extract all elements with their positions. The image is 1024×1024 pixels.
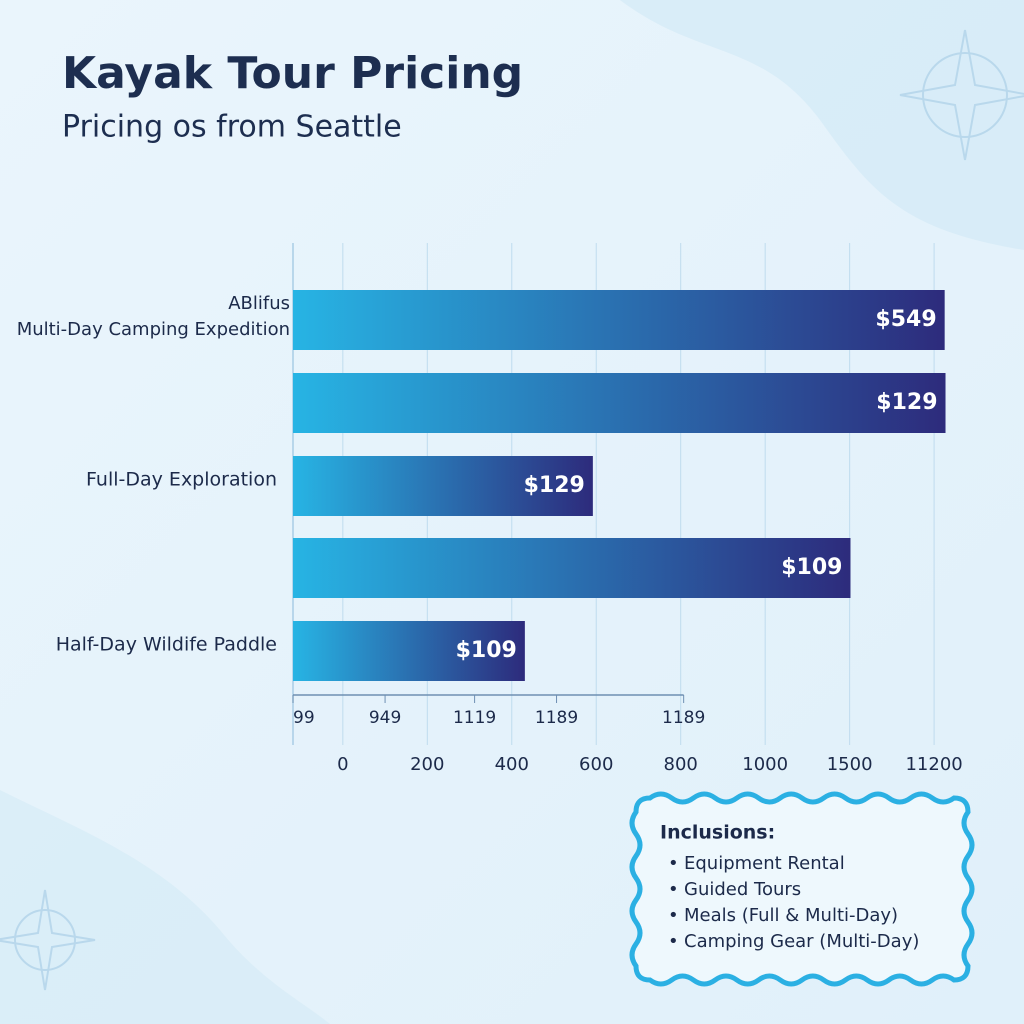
y-tick-label: Full-Day Exploration bbox=[86, 469, 277, 491]
bar-label: $109 bbox=[456, 638, 517, 663]
x-tick-label: 0 bbox=[337, 754, 348, 775]
inclusion-item: • bbox=[668, 905, 679, 926]
bar bbox=[293, 373, 946, 433]
inclusion-item: • bbox=[668, 853, 679, 874]
inclusion-item: Camping Gear (Multi-Day) bbox=[684, 931, 919, 952]
decor-wave bbox=[0, 790, 330, 1024]
x2-tick-label: 99 bbox=[293, 708, 315, 728]
bar-label: $549 bbox=[875, 307, 936, 332]
x-tick-label: 1500 bbox=[827, 754, 873, 775]
x2-tick-label: 1119 bbox=[453, 708, 496, 728]
y-tick-label: Half-Day Wildife Paddle bbox=[56, 634, 277, 656]
inclusions-title: Inclusions: bbox=[660, 822, 775, 844]
inclusion-item: • bbox=[668, 879, 679, 900]
bar bbox=[293, 290, 945, 350]
bar-label: $129 bbox=[876, 390, 937, 415]
chart-title: Kayak Tour Pricing bbox=[62, 48, 523, 99]
bar bbox=[293, 621, 525, 681]
x-tick-label: 11200 bbox=[905, 754, 962, 775]
inclusions-box bbox=[629, 791, 975, 987]
inclusion-item: Meals (Full & Multi-Day) bbox=[684, 905, 898, 926]
x2-tick-label: 949 bbox=[369, 708, 401, 728]
x-tick-label: 200 bbox=[410, 754, 444, 775]
compass bbox=[0, 29, 1024, 991]
bar-label: $129 bbox=[524, 473, 585, 498]
chart-subtitle: Pricing os from Seattle bbox=[62, 110, 402, 145]
x-tick-label: 1000 bbox=[742, 754, 788, 775]
x2-tick-label: 1189 bbox=[662, 708, 705, 728]
inclusion-item: • bbox=[668, 931, 679, 952]
bar-label: $109 bbox=[781, 555, 842, 580]
decor-wave bbox=[620, 0, 1024, 250]
inclusion-item: Guided Tours bbox=[684, 879, 801, 900]
x-tick-label: 600 bbox=[579, 754, 613, 775]
x-tick-label: 800 bbox=[664, 754, 698, 775]
inclusion-item: Equipment Rental bbox=[684, 853, 845, 874]
x-tick-label: 400 bbox=[495, 754, 529, 775]
y-tick-label: ABlifus bbox=[228, 293, 290, 314]
x2-tick-label: 1189 bbox=[535, 708, 578, 728]
bar bbox=[293, 456, 593, 516]
bar bbox=[293, 538, 851, 598]
y-tick-label: Multi-Day Camping Expedition bbox=[17, 319, 290, 340]
